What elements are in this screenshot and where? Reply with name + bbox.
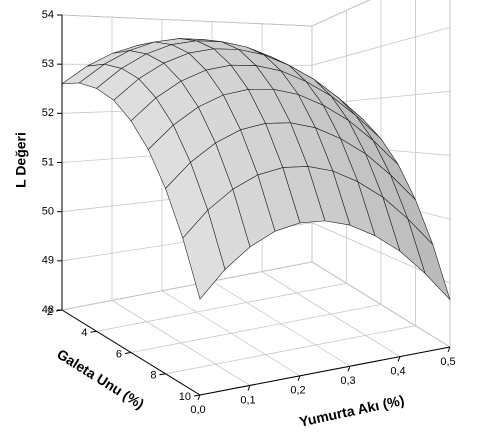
- z-tick-label: 52: [42, 107, 54, 119]
- grid-line: [130, 0, 382, 353]
- y-tick: [193, 394, 201, 397]
- y-tick-label: 2: [47, 306, 53, 318]
- x-tick: [297, 375, 301, 381]
- x-tick: [197, 394, 201, 401]
- z-tick-label: 53: [42, 58, 54, 70]
- z-tick-label: 49: [42, 255, 54, 267]
- y-tick-label: 6: [116, 348, 122, 360]
- x-tick-label: 0,2: [290, 385, 305, 397]
- grid-line: [165, 0, 416, 375]
- y-tick: [159, 373, 166, 376]
- y-axis: [61, 309, 201, 396]
- z-tick-label: 50: [42, 206, 54, 218]
- grid-line: [96, 10, 347, 332]
- x-tick-label: 0,5: [440, 356, 455, 368]
- y-tick-label: 4: [81, 327, 87, 339]
- z-tick-label: 54: [42, 9, 54, 21]
- x-tick-label: 0,4: [390, 366, 405, 378]
- y-tick: [124, 352, 132, 354]
- x-tick: [447, 346, 451, 353]
- y-tick: [90, 330, 97, 333]
- x-axis: [199, 346, 451, 396]
- surface-patch: [182, 209, 226, 300]
- x-tick-label: 0,0: [190, 404, 205, 416]
- z-axis-title: L Değeri: [13, 132, 29, 188]
- x-axis-title: Yumurta Akı (%): [298, 392, 406, 430]
- y-tick-label: 10: [179, 391, 191, 403]
- x-tick-label: 0,1: [240, 394, 255, 406]
- x-tick-label: 0,3: [340, 375, 355, 387]
- x-tick: [347, 366, 351, 372]
- x-tick: [247, 385, 251, 391]
- y-tick-label: 8: [150, 370, 156, 382]
- z-tick-label: 51: [42, 156, 54, 168]
- z-tick-label: 48: [42, 304, 54, 316]
- y-axis-title: Galeta Unu (%): [54, 346, 147, 412]
- y-tick: [55, 309, 63, 312]
- x-tick: [397, 356, 401, 362]
